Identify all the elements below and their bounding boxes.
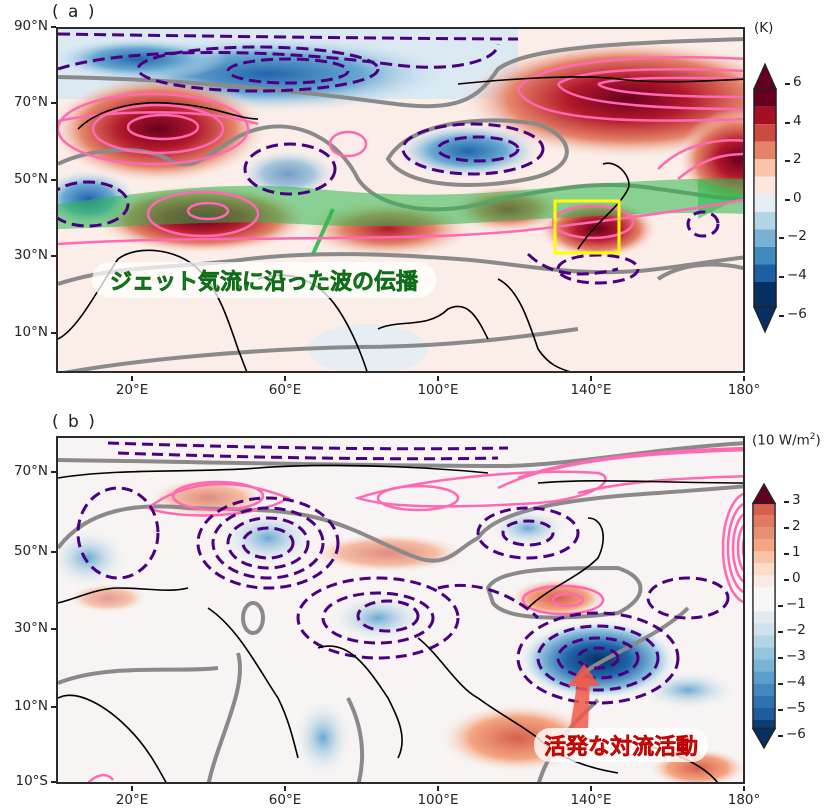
xtick-a-60e: 60°E — [255, 376, 315, 398]
colorbar-b-tick-0: 0 — [784, 570, 801, 586]
negative-contours — [58, 32, 720, 285]
zero-contours-b — [58, 441, 743, 782]
positive-contours-b — [87, 446, 743, 782]
colorbar-b-unit: (10 W/m2) — [752, 432, 821, 449]
annotation-active-convection: 活発な対流活動 — [534, 728, 709, 762]
ytick-a-90n: 90°N — [0, 18, 56, 34]
ytick-b-10n: 10°N — [0, 698, 56, 714]
annotation-jet-wave-propagation: ジェット気流に沿った波の伝播 — [92, 262, 437, 298]
colorbar-b — [752, 482, 776, 750]
panel-b-label: ( b ) — [52, 412, 97, 432]
colorbar-a-tick-0: 0 — [785, 190, 802, 206]
panel-a-map — [56, 27, 745, 373]
colorbar-a-tick-m2: −2 — [779, 228, 807, 244]
colorbar-a-tick-4: 4 — [785, 113, 802, 129]
colorbar-a-tick-2: 2 — [785, 151, 802, 167]
colorbar-a-unit: (K) — [754, 20, 774, 36]
colorbar-a-tick-m4: −4 — [779, 267, 807, 283]
colorbar-b-tick-1: 1 — [784, 544, 801, 560]
xtick-b-100e: 100°E — [408, 786, 468, 808]
colorbar-a-tick-6: 6 — [785, 74, 802, 90]
colorbar-b-tick-m3: −3 — [778, 648, 806, 664]
ytick-a-30n: 30°N — [0, 247, 56, 263]
colorbar-b-tick-2: 2 — [784, 518, 801, 534]
ytick-b-10s: 10°S — [0, 773, 56, 789]
ytick-b-70n: 70°N — [0, 463, 56, 479]
ytick-b-30n: 30°N — [0, 620, 56, 636]
xtick-a-180: 180° — [714, 376, 774, 398]
positive-contours — [58, 56, 743, 246]
xtick-a-100e: 100°E — [408, 376, 468, 398]
colorbar-b-unit-prefix: (10 W/m — [752, 432, 810, 449]
colorbar-b-tick-m6: −6 — [778, 726, 806, 742]
convection-arrow — [568, 664, 600, 728]
ytick-b-50n: 50°N — [0, 543, 56, 559]
colorbar-b-unit-suffix: ) — [815, 432, 821, 449]
xtick-b-180: 180° — [714, 786, 774, 808]
panel-a-shading — [58, 29, 743, 371]
xtick-b-60e: 60°E — [255, 786, 315, 808]
colorbar-b-tick-m1: −1 — [778, 596, 806, 612]
ytick-a-50n: 50°N — [0, 171, 56, 187]
colorbar-b-tick-m2: −2 — [778, 622, 806, 638]
colorbar-a-tick-m6: −6 — [779, 306, 807, 322]
wave-propagation-band — [58, 178, 743, 229]
colorbar-b-tick-m5: −5 — [778, 700, 806, 716]
ytick-a-10n: 10°N — [0, 324, 56, 340]
highlight-box-japan — [553, 199, 621, 255]
panel-b-map — [56, 436, 745, 784]
colorbar-b-unit-sup: 2 — [809, 432, 816, 442]
colorbar-a — [753, 62, 777, 334]
xtick-b-20e: 20°E — [102, 786, 162, 808]
xtick-a-20e: 20°E — [102, 376, 162, 398]
ytick-a-70n: 70°N — [0, 94, 56, 110]
negative-contours-b — [76, 441, 730, 705]
xtick-a-140e: 140°E — [561, 376, 621, 398]
colorbar-b-tick-3: 3 — [784, 492, 801, 508]
xtick-b-140e: 140°E — [561, 786, 621, 808]
panel-a-label: ( a ) — [52, 2, 97, 22]
colorbar-b-tick-m4: −4 — [778, 674, 806, 690]
panel-b-shading — [58, 441, 743, 782]
